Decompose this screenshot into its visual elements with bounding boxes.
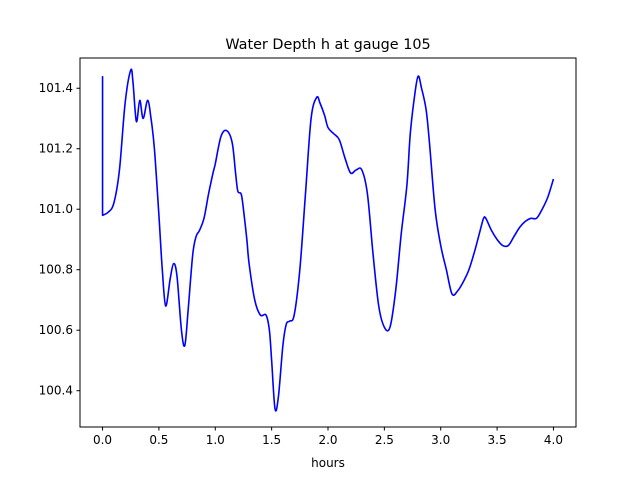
series-layer (101, 68, 555, 412)
y-tick-label: 100.8 (39, 263, 73, 277)
y-tick-label: 101.0 (39, 202, 73, 216)
x-tick-label: 0.0 (93, 433, 112, 447)
x-axis-label: hours (311, 456, 345, 470)
chart-title: Water Depth h at gauge 105 (225, 37, 430, 53)
x-tick-label: 3.5 (488, 433, 507, 447)
x-tick-label: 2.0 (318, 433, 337, 447)
x-axis-ticks: 0.0 0.5 1.0 1.5 2.0 2.5 3.0 3.5 4.0 (93, 427, 563, 447)
y-tick-label: 100.4 (39, 384, 73, 398)
axes-frame (79, 57, 577, 428)
x-tick-label: 1.0 (206, 433, 225, 447)
plot-area (80, 58, 576, 427)
y-tick-label: 101.4 (39, 81, 73, 95)
x-tick-label: 3.0 (431, 433, 450, 447)
x-tick-label: 4.0 (544, 433, 563, 447)
series-line (101, 68, 555, 412)
x-tick-label: 1.5 (262, 433, 281, 447)
x-tick-label: 0.5 (149, 433, 168, 447)
x-tick-label: 2.5 (375, 433, 394, 447)
y-axis-ticks: 100.4 100.6 100.8 101.0 101.2 101.4 (39, 81, 80, 398)
y-tick-label: 100.6 (39, 323, 73, 337)
y-tick-label: 101.2 (39, 142, 73, 156)
